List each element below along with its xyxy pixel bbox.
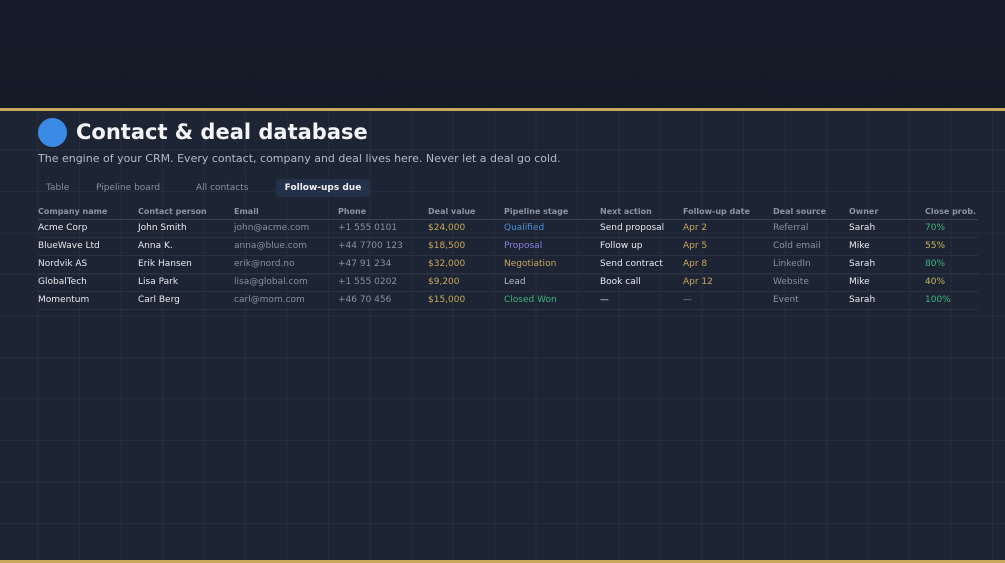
cell-owner: Sarah: [849, 219, 925, 238]
cell-pipeline-stage: Lead: [504, 273, 600, 292]
cell-deal-source: Cold email: [773, 237, 849, 256]
tab-pipeline-board[interactable]: Pipeline board: [96, 183, 161, 193]
cell-close-prob: 55%: [925, 237, 978, 256]
cell-owner: Mike: [849, 237, 925, 256]
cell-company-name: Nordvik AS: [38, 255, 138, 274]
cell-contact-person: Lisa Park: [138, 273, 234, 292]
cell-next-action: Send contract: [600, 255, 683, 274]
column-header[interactable]: Company name: [38, 204, 138, 220]
cell-deal-value: $15,000: [428, 291, 504, 310]
grid-background: [0, 111, 1005, 560]
page-subtitle: The engine of your CRM. Every contact, c…: [38, 152, 561, 165]
deals-table: Company name Contact person Email Phone Deal…: [38, 204, 978, 310]
cell-deal-value: $18,500: [428, 237, 504, 256]
table-row[interactable]: Acme Corp John Smith john@acme.com +1 555 0…: [38, 219, 978, 238]
tab-table[interactable]: Table: [46, 183, 70, 193]
cell-deal-value: $9,200: [428, 273, 504, 292]
column-header[interactable]: Phone: [338, 204, 428, 220]
cell-next-action: Follow up: [600, 237, 683, 256]
cell-follow-up-date: Apr 5: [683, 237, 773, 256]
column-header[interactable]: Contact person: [138, 204, 234, 220]
cell-next-action: Send proposal: [600, 219, 683, 238]
table-row[interactable]: GlobalTech Lisa Park lisa@global.com +1 555…: [38, 273, 978, 292]
table-header-row: Company name Contact person Email Phone Deal…: [38, 204, 978, 220]
cell-company-name: Acme Corp: [38, 219, 138, 238]
cell-close-prob: 40%: [925, 273, 978, 292]
cell-pipeline-stage: Proposal: [504, 237, 600, 256]
cell-deal-value: $24,000: [428, 219, 504, 238]
cell-deal-source: LinkedIn: [773, 255, 849, 274]
cell-pipeline-stage: Negotiation: [504, 255, 600, 274]
cell-phone: +47 91 234: [338, 255, 428, 274]
cell-deal-value: $32,000: [428, 255, 504, 274]
table-row[interactable]: Nordvik AS Erik Hansen erik@nord.no +47 91 …: [38, 255, 978, 274]
cell-email: lisa@global.com: [234, 273, 338, 292]
cell-contact-person: Carl Berg: [138, 291, 234, 310]
cell-email: erik@nord.no: [234, 255, 338, 274]
cell-contact-person: Erik Hansen: [138, 255, 234, 274]
cell-owner: Sarah: [849, 291, 925, 310]
table-row[interactable]: Momentum Carl Berg carl@mom.com +46 70 456 $…: [38, 291, 978, 310]
cell-next-action: Book call: [600, 273, 683, 292]
cell-email: anna@blue.com: [234, 237, 338, 256]
cell-follow-up-date: —: [683, 291, 773, 310]
column-header[interactable]: Follow-up date: [683, 204, 773, 220]
cell-company-name: BlueWave Ltd: [38, 237, 138, 256]
cell-contact-person: Anna K.: [138, 237, 234, 256]
page-title: Contact & deal database: [76, 120, 368, 144]
column-header[interactable]: Deal source: [773, 204, 849, 220]
cell-next-action: —: [600, 291, 683, 310]
tab-follow-ups-due[interactable]: Follow-ups due: [276, 179, 370, 197]
column-header[interactable]: Close prob.: [925, 204, 978, 220]
cell-phone: +44 7700 123: [338, 237, 428, 256]
cell-email: carl@mom.com: [234, 291, 338, 310]
cell-pipeline-stage: Qualified: [504, 219, 600, 238]
cell-follow-up-date: Apr 8: [683, 255, 773, 274]
cell-follow-up-date: Apr 2: [683, 219, 773, 238]
column-header[interactable]: Pipeline stage: [504, 204, 600, 220]
cell-phone: +1 555 0202: [338, 273, 428, 292]
gold-divider-bottom: [0, 560, 1005, 563]
cell-close-prob: 80%: [925, 255, 978, 274]
cell-owner: Mike: [849, 273, 925, 292]
cell-deal-source: Website: [773, 273, 849, 292]
table-row[interactable]: BlueWave Ltd Anna K. anna@blue.com +44 7700…: [38, 237, 978, 256]
gold-divider-top: [0, 108, 1005, 111]
logo-dot-icon: [38, 118, 67, 147]
column-header[interactable]: Owner: [849, 204, 925, 220]
cell-email: john@acme.com: [234, 219, 338, 238]
cell-follow-up-date: Apr 12: [683, 273, 773, 292]
column-header[interactable]: Next action: [600, 204, 683, 220]
column-header[interactable]: Deal value: [428, 204, 504, 220]
cell-deal-source: Event: [773, 291, 849, 310]
column-header[interactable]: Email: [234, 204, 338, 220]
cell-contact-person: John Smith: [138, 219, 234, 238]
top-band: [0, 0, 1005, 109]
cell-close-prob: 100%: [925, 291, 978, 310]
cell-close-prob: 70%: [925, 219, 978, 238]
cell-owner: Sarah: [849, 255, 925, 274]
cell-company-name: Momentum: [38, 291, 138, 310]
tab-all-contacts[interactable]: All contacts: [196, 183, 249, 193]
cell-deal-source: Referral: [773, 219, 849, 238]
cell-phone: +1 555 0101: [338, 219, 428, 238]
cell-company-name: GlobalTech: [38, 273, 138, 292]
cell-phone: +46 70 456: [338, 291, 428, 310]
cell-pipeline-stage: Closed Won: [504, 291, 600, 310]
